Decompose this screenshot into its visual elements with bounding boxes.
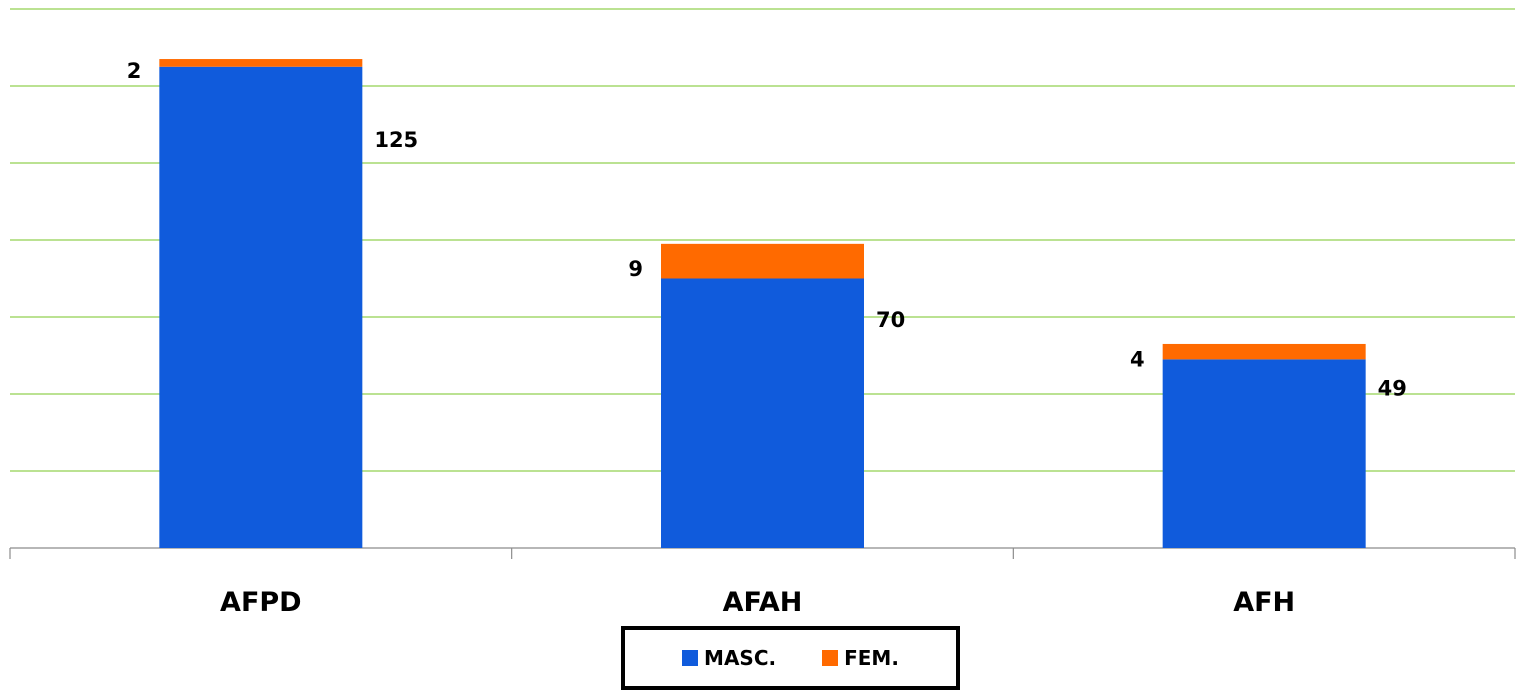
- bar-afah-masc: [661, 278, 864, 548]
- x-tick-label-afh: AFH: [1233, 587, 1295, 618]
- data-label-afh-masc: 49: [1378, 377, 1407, 401]
- legend-item-masc: MASC.: [682, 646, 776, 670]
- data-label-afah-fem: 9: [628, 257, 643, 281]
- legend-label-masc: MASC.: [704, 646, 777, 670]
- bars: [159, 59, 1366, 548]
- data-label-afpd-fem: 2: [127, 59, 142, 83]
- data-label-afh-fem: 4: [1130, 348, 1145, 372]
- bar-afpd-masc: [159, 66, 363, 548]
- legend-item-fem: FEM.: [822, 646, 899, 670]
- data-labels: 125 2 AFPD 70 9 AFAH 49 4 AFH: [127, 59, 1407, 618]
- bar-afah-fem: [661, 243, 864, 279]
- x-tick-label-afah: AFAH: [723, 587, 803, 618]
- legend-swatch-masc: [682, 650, 699, 666]
- legend: MASC. FEM.: [621, 626, 960, 690]
- data-label-afah-masc: 70: [876, 308, 905, 332]
- legend-label-fem: FEM.: [844, 646, 899, 670]
- legend-swatch-fem: [822, 650, 839, 666]
- bar-afh-fem: [1162, 343, 1366, 360]
- data-label-afpd-masc: 125: [374, 128, 418, 152]
- bar-afpd-fem: [159, 59, 363, 67]
- x-tick-label-afpd: AFPD: [220, 587, 302, 618]
- bar-afh-masc: [1162, 359, 1366, 548]
- x-axis: [9, 547, 1516, 559]
